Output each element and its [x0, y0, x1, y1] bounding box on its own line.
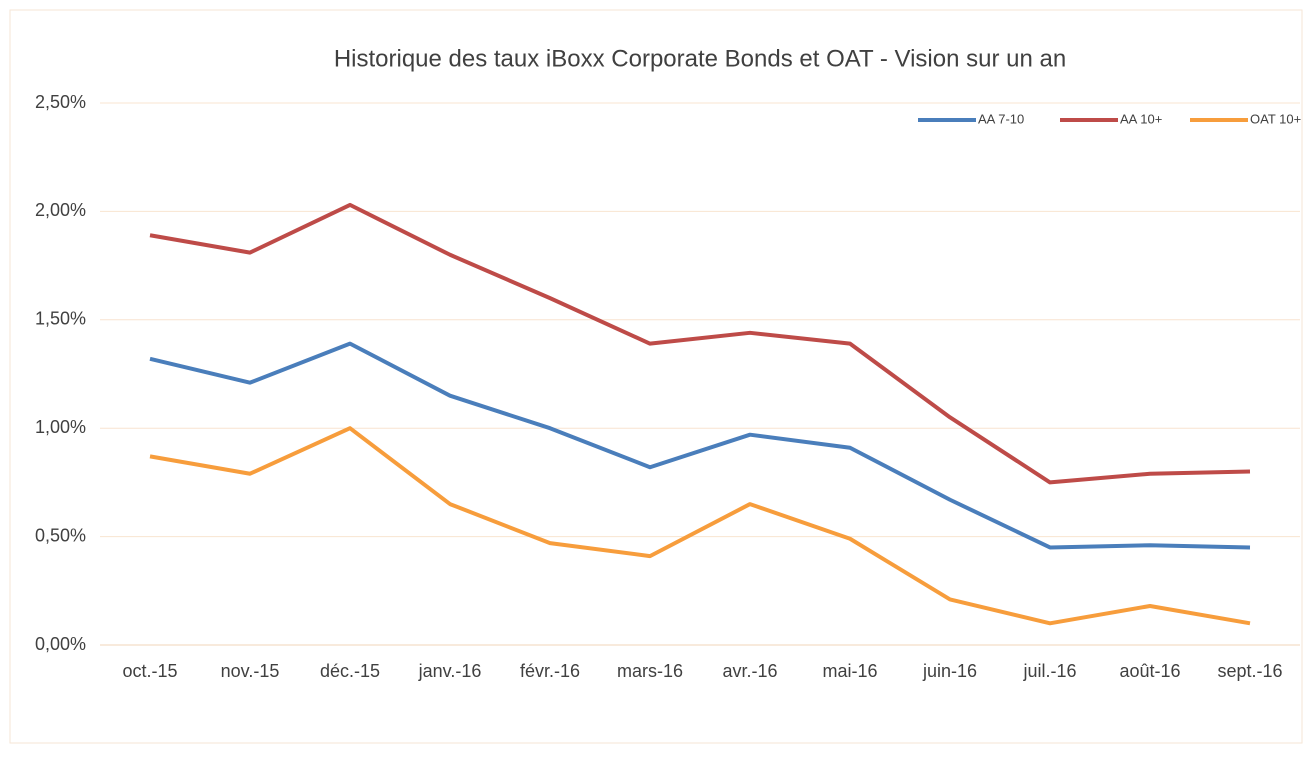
- x-tick-label: nov.-15: [221, 661, 280, 681]
- x-tick-label: déc.-15: [320, 661, 380, 681]
- x-tick-label: févr.-16: [520, 661, 580, 681]
- x-tick-label: juil.-16: [1022, 661, 1076, 681]
- series-line: [149, 341, 1251, 550]
- legend-label: OAT 10+: [1250, 111, 1301, 126]
- y-tick-label: 1,00%: [35, 417, 86, 437]
- x-tick-label: août-16: [1119, 661, 1180, 681]
- x-tick-label: mai-16: [822, 661, 877, 681]
- y-tick-label: 1,50%: [35, 309, 86, 329]
- y-tick-label: 0,00%: [35, 634, 86, 654]
- chart-title: Historique des taux iBoxx Corporate Bond…: [334, 45, 1066, 72]
- y-tick-label: 2,50%: [35, 92, 86, 112]
- y-tick-label: 0,50%: [35, 525, 86, 545]
- x-tick-label: sept.-16: [1217, 661, 1282, 681]
- x-tick-label: mars-16: [617, 661, 683, 681]
- series-line: [149, 202, 1251, 485]
- legend-label: AA 10+: [1120, 111, 1162, 126]
- x-tick-label: juin-16: [922, 661, 977, 681]
- series-line: [149, 426, 1251, 626]
- x-tick-label: janv.-16: [418, 661, 482, 681]
- legend-label: AA 7-10: [978, 111, 1024, 126]
- x-tick-label: oct.-15: [122, 661, 177, 681]
- x-tick-label: avr.-16: [722, 661, 777, 681]
- y-tick-label: 2,00%: [35, 200, 86, 220]
